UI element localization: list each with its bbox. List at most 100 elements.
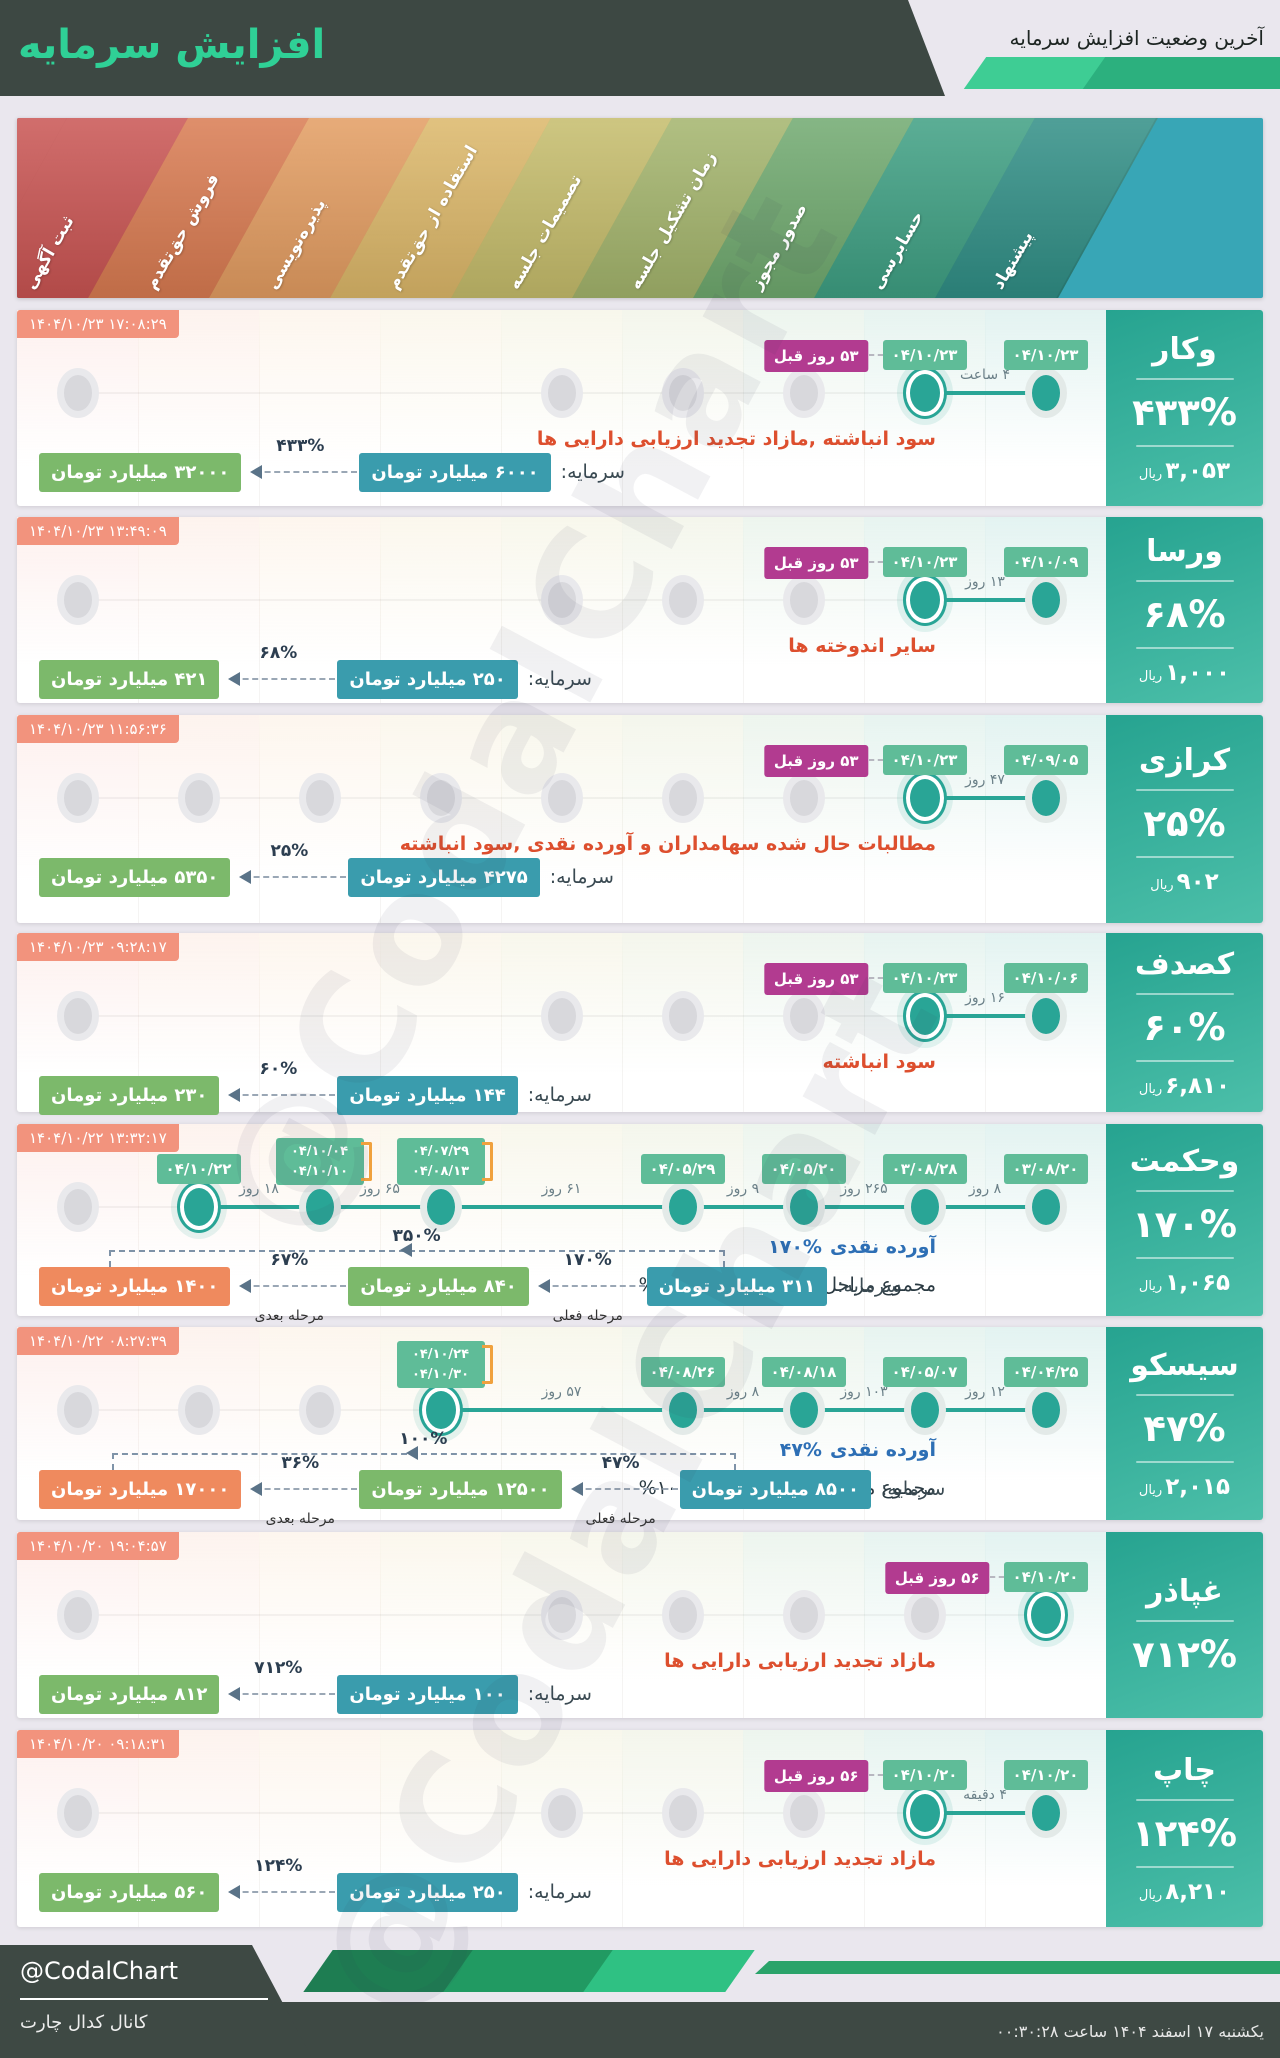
timeline-segment (803, 1205, 925, 1209)
capital-stage-sublabel: مرحله فعلی (552, 1308, 623, 1324)
capital-box: ۱۷۰۰۰ میلیارد تومان (39, 1469, 242, 1509)
event-date-badge: ۰۴/۱۰/۲۳ (1003, 340, 1088, 370)
duration-label: ۵۷ روز (541, 1384, 582, 1400)
duration-label: ۸ روز (726, 1384, 760, 1400)
cash-note-pct: ۱۷۰% (768, 1236, 822, 1258)
company-ticker: سیسکو (1130, 1347, 1239, 1383)
bracket-arrow-head (393, 1243, 412, 1257)
timeline-dot-done (910, 1392, 939, 1428)
timeline-dot-done (789, 1392, 818, 1428)
growth-percent: ۲۵% (1143, 802, 1226, 845)
share-price-unit: ریال (1138, 1081, 1163, 1097)
capital-box: ۱۲۵۰۰ میلیارد تومان (359, 1469, 562, 1509)
header-accent-shape (1082, 57, 1280, 89)
event-date-badge: ۰۴/۰۸/۱۸ (761, 1357, 846, 1387)
company-card: ۱۳ روز ۰۴/۱۰/۰۹ ۰۴/۱۰/۲۳ ۵۳ روز قبل سایر اند… (17, 517, 1263, 703)
bracket-arrow-head (399, 1446, 419, 1460)
timeline-dot-pending (305, 780, 334, 816)
company-sidebar: ورسا ۶۸% ۱,۰۰۰ ریال (1106, 517, 1263, 703)
timeline-dot-done (1031, 1795, 1060, 1831)
total-increase-bracket: ۳۵۰% (109, 1226, 725, 1267)
growth-percent: ۷۱۲% (1132, 1633, 1237, 1676)
capital-source-note: سایر اندوخته ها (788, 635, 936, 657)
share-price-unit: ریال (1138, 1482, 1163, 1498)
days-ago-connector (868, 1774, 883, 1776)
event-date: ۰۴/۰۸/۲۶ (649, 1363, 716, 1381)
capital-arrow-pct: ۲۵% (270, 841, 309, 861)
timeline-segment (924, 391, 1046, 395)
capital-chain: سرمایه: ۴۲۷۵ میلیارد تومان ۲۵% ۵۳۵۰ میلیارد… (39, 841, 624, 897)
sidebar-divider (1135, 1190, 1234, 1192)
company-card: ۰۴/۱۰/۲۰ ۵۶ روز قبل مازاد تجدید ارزیابی دا… (17, 1532, 1263, 1718)
timeline-dot-pending (63, 1795, 92, 1831)
bracket-total-pct: ۱۰۰% (399, 1429, 448, 1449)
footer-channel-handle: @CodalChart (20, 1957, 179, 1985)
company-card: ۱۶ روز ۰۴/۱۰/۰۶ ۰۴/۱۰/۲۳ ۵۳ روز قبل سود انبا… (17, 933, 1263, 1115)
share-price-value: ۲,۰۱۵ (1165, 1473, 1231, 1500)
cash-contribution-note: آورده نقدی ۴۷% (780, 1439, 936, 1461)
timeline-dot-pending (547, 998, 576, 1034)
company-sidebar: غپاذر ۷۱۲% (1106, 1532, 1263, 1718)
duration-label: ۱۰۳ روز (840, 1384, 888, 1400)
capital-box: ۸۵۰۰ میلیارد تومان (679, 1469, 871, 1509)
capital-chain: سرمایه: ۲۵۰ میلیارد تومان ۶۸% ۴۲۱ میلیارد ت… (39, 643, 602, 699)
capital-label: سرمایه: (549, 866, 614, 888)
snapshot-timestamp: ۱۴۰۴/۱۰/۲۳ ۱۱:۵۶:۳۶ (17, 715, 179, 743)
timeline-dot-done (1031, 582, 1060, 618)
timeline-dot-pending (63, 998, 92, 1034)
timeline-segment (440, 1205, 683, 1209)
share-price-value: ۸,۲۱۰ (1165, 1878, 1231, 1905)
timeline-dot-done (305, 1189, 334, 1225)
company-sidebar: وکار ۴۳۳% ۳,۰۵۳ ریال (1106, 310, 1263, 506)
capital-arrow-pct: ۶۸% (259, 643, 298, 663)
timeline-dot-done (1031, 998, 1060, 1034)
timeline-dot-pending (789, 998, 818, 1034)
capital-label: سرمایه: (527, 1683, 592, 1705)
capital-arrow: ۴۳۳% (241, 436, 359, 492)
footer-left-block (0, 1945, 312, 2058)
capital-arrow-line (233, 1094, 336, 1096)
event-date: ۰۴/۰۷/۲۹ (411, 1144, 470, 1159)
event-date-badge: ۰۴/۱۰/۲۳ (882, 745, 967, 775)
growth-percent: ۶۸% (1143, 593, 1226, 636)
timeline-dot-done (1031, 1392, 1060, 1428)
event-date: ۰۴/۰۵/۲۹ (649, 1160, 716, 1178)
capital-box: ۶۰۰۰ میلیارد تومان (359, 452, 551, 492)
timeline-dot-pending (789, 780, 818, 816)
company-sidebar: کرازی ۲۵% ۹۰۲ ریال (1106, 715, 1263, 923)
snapshot-timestamp: ۱۴۰۴/۱۰/۲۳ ۰۹:۲۸:۱۷ (17, 933, 179, 961)
days-ago-connector (989, 1576, 1004, 1578)
capital-arrow-line (542, 1285, 645, 1287)
sidebar-divider (1135, 856, 1234, 858)
event-date: ۰۴/۰۵/۲۰ (770, 1160, 837, 1178)
capital-arrow-pct: ۷۱۲% (254, 1658, 303, 1678)
capital-label: سرمایه: (527, 668, 592, 690)
capital-arrow-pct: ۱۲۴% (254, 1856, 303, 1876)
timeline-dot-active (909, 581, 940, 619)
event-date-badge: ۰۴/۱۰/۲۴ ۰۴/۱۰/۳۰ (396, 1341, 493, 1388)
sidebar-divider (1135, 1620, 1234, 1622)
company-sidebar: سیسکو ۴۷% ۲,۰۱۵ ریال (1106, 1327, 1263, 1520)
timeline-dot-done (1031, 375, 1060, 411)
timeline-dot-pending (63, 1597, 92, 1633)
capital-source-note: سود انباشته ,مازاد تجدید ارزیابی دارایی … (536, 428, 936, 450)
timeline-segment (682, 1205, 804, 1209)
sidebar-divider (1135, 1798, 1234, 1801)
capital-arrow-head (243, 1482, 263, 1496)
timeline-dot-active (425, 1391, 456, 1429)
timeline-dot-pending (184, 780, 213, 816)
timeline-dot-active (909, 374, 940, 412)
event-date-badge: ۰۴/۱۰/۲۲ (156, 1154, 241, 1184)
company-sidebar: کصدف ۶۰% ۶,۸۱۰ ریال (1106, 933, 1263, 1112)
header-dark-block (0, 0, 945, 96)
capital-stage-sublabel: مرحله بعدی (254, 1308, 325, 1324)
timeline-segment (440, 1408, 683, 1412)
snapshot-timestamp: ۱۴۰۴/۱۰/۲۳ ۱۷:۰۸:۲۹ (17, 310, 179, 338)
sidebar-divider (1135, 1257, 1234, 1259)
event-date: ۰۴/۱۰/۲۰ (1012, 1766, 1079, 1784)
capital-box: ۱۴۰۰ میلیارد تومان (39, 1266, 231, 1306)
sidebar-divider (1135, 992, 1234, 995)
timeline-dot-pending (668, 1795, 697, 1831)
stage-column (622, 715, 744, 923)
